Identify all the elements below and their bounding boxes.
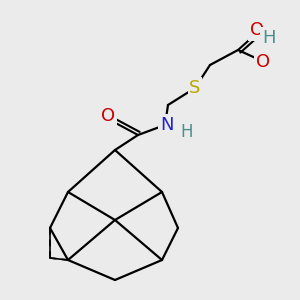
- Text: H: H: [181, 123, 193, 141]
- Text: N: N: [160, 116, 174, 134]
- Text: H: H: [262, 29, 276, 47]
- Text: O: O: [101, 107, 115, 125]
- Text: O: O: [256, 53, 270, 71]
- Text: S: S: [189, 79, 201, 97]
- Text: O: O: [250, 21, 264, 39]
